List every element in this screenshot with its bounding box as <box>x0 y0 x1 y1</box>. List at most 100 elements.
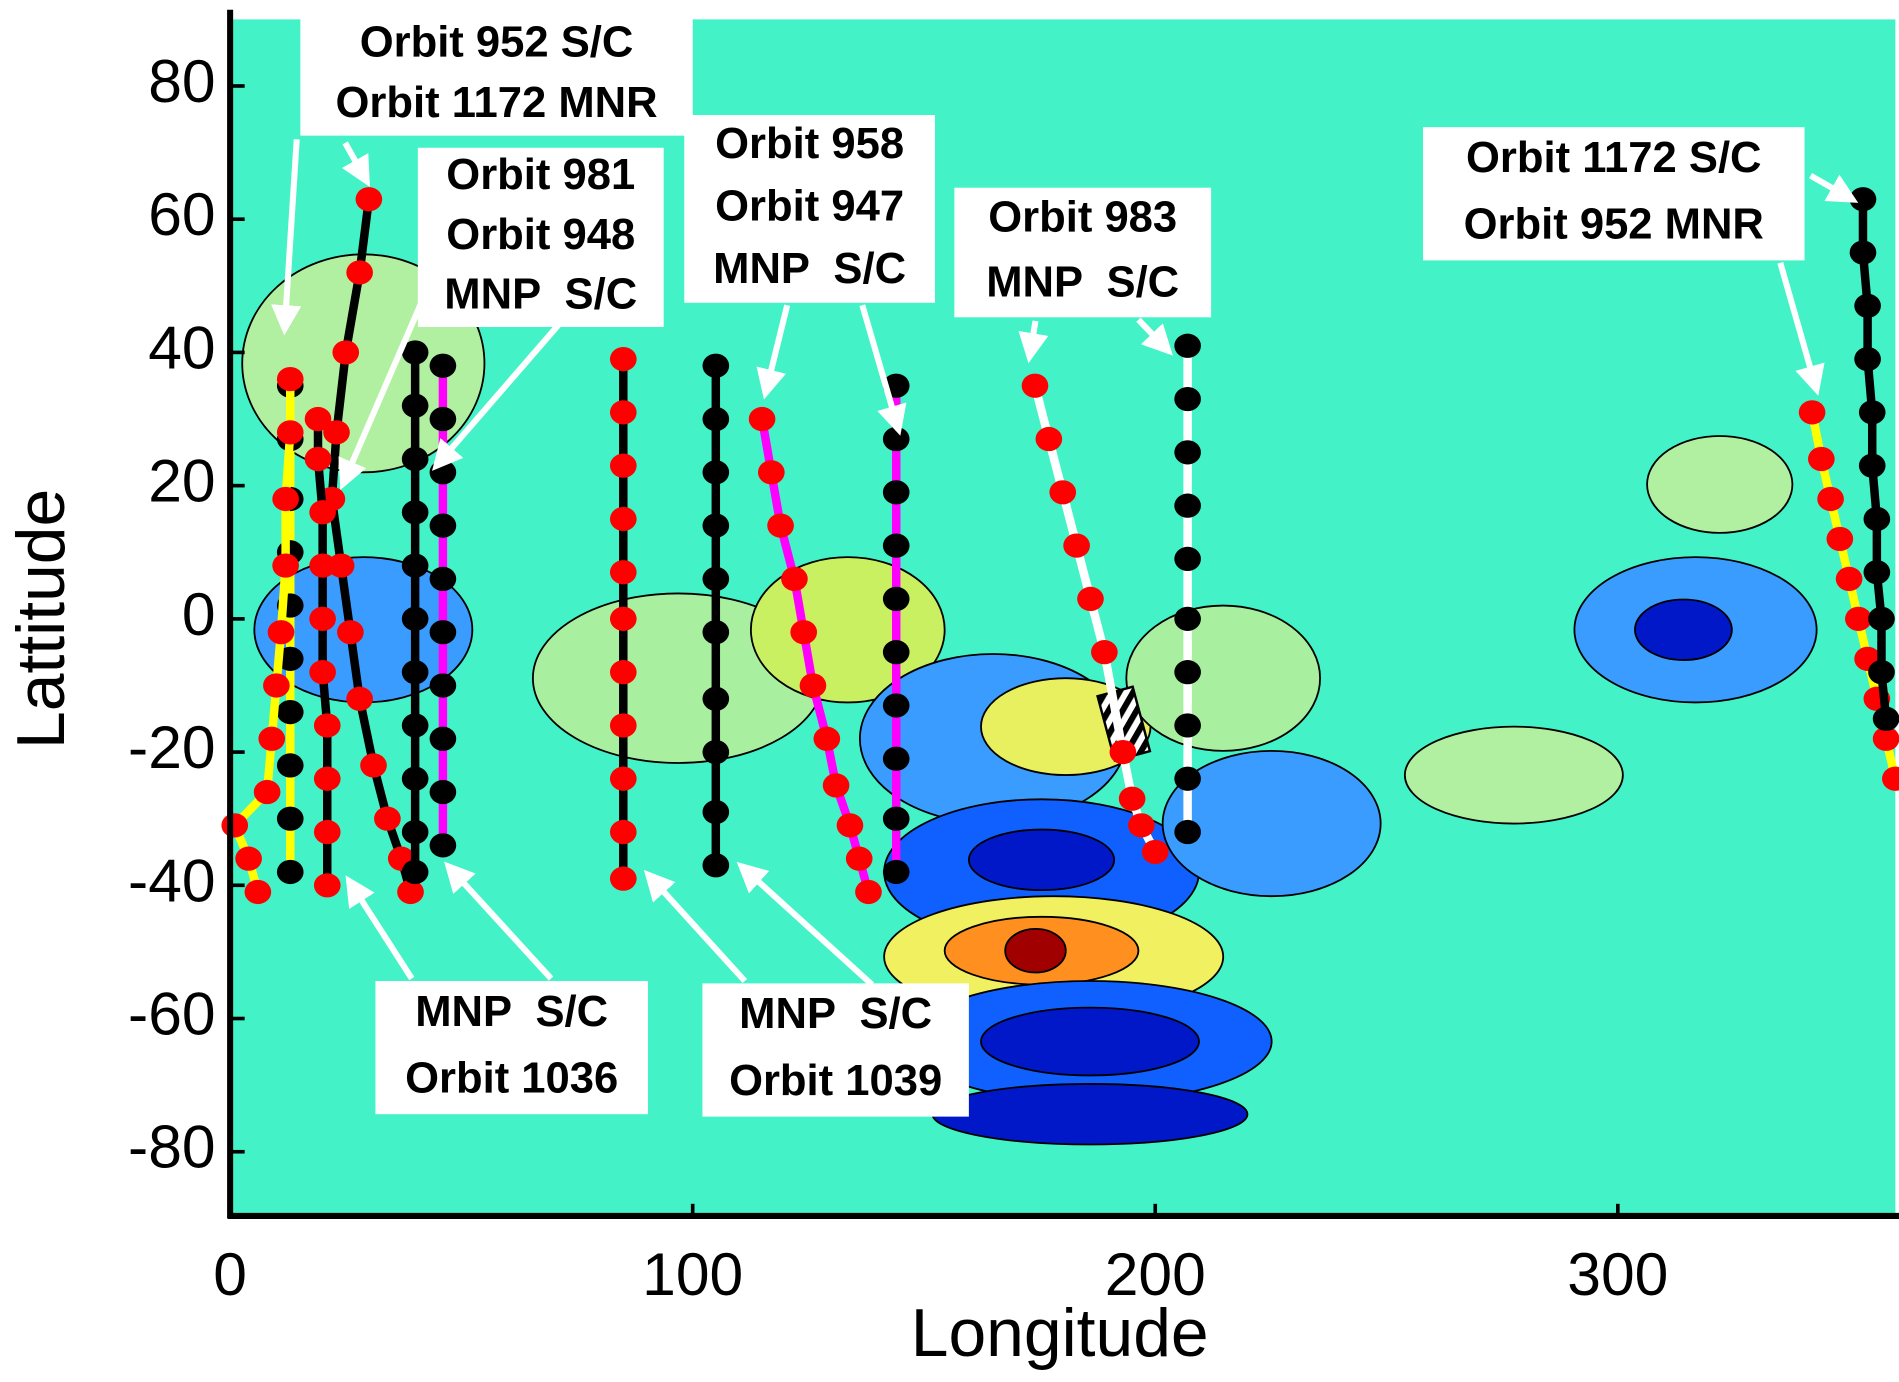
track-point <box>1849 240 1877 265</box>
track-point <box>401 340 429 365</box>
track-point <box>1849 187 1877 212</box>
track-point <box>401 859 429 885</box>
y-tick-label: -20 <box>128 713 216 781</box>
y-tick-label: 20 <box>148 447 215 515</box>
track-point <box>276 420 304 445</box>
track-point <box>276 859 304 885</box>
annotation-box <box>417 147 664 327</box>
track-point <box>1174 333 1201 358</box>
track-point <box>346 260 373 285</box>
track-point <box>1091 640 1118 665</box>
track-point <box>1109 739 1137 765</box>
annotation-text: Orbit 952 S/C <box>360 18 634 66</box>
track-point <box>309 606 336 631</box>
track-point <box>799 673 827 698</box>
annotation-text: Orbit 947 <box>715 182 904 230</box>
track-point <box>882 533 910 558</box>
annotation-arrow <box>341 141 370 187</box>
track-point <box>1174 819 1201 845</box>
annotation-text: Orbit 981 <box>446 151 635 199</box>
track-point <box>702 513 730 538</box>
track-point <box>327 553 355 578</box>
track-point <box>748 406 776 432</box>
track-point <box>313 713 341 738</box>
track-point <box>355 187 383 212</box>
track-point <box>309 553 336 578</box>
track-point <box>609 866 637 891</box>
track-point <box>309 660 336 685</box>
track-point <box>609 660 637 685</box>
y-tick-label: 60 <box>148 180 215 248</box>
y-tick-label: 80 <box>148 47 215 115</box>
annotation-text: Orbit 952 MNR <box>1464 201 1764 249</box>
track-point <box>702 460 730 485</box>
track-point <box>882 746 910 771</box>
track-point <box>1872 726 1899 751</box>
track-point <box>609 606 637 631</box>
annotation-arrow <box>736 861 875 987</box>
track-point <box>309 500 336 525</box>
track-point <box>253 779 281 805</box>
annotation-box <box>300 14 693 136</box>
track-point <box>332 340 360 365</box>
track-point <box>702 353 730 378</box>
track-point <box>790 620 818 645</box>
track-point <box>263 673 290 698</box>
annotation-text: Orbit 1172 MNR <box>336 79 658 127</box>
track-point <box>313 819 341 845</box>
track-point <box>244 879 272 905</box>
track-point <box>813 726 841 751</box>
track-point <box>1854 346 1881 372</box>
track-point <box>360 753 387 778</box>
annotation-text: Orbit 1039 <box>729 1057 942 1105</box>
track-point <box>429 513 457 538</box>
track-point <box>781 566 808 592</box>
annotation-arrow <box>444 861 554 981</box>
annotation-box <box>375 980 648 1115</box>
track-point <box>1118 786 1146 811</box>
track-point <box>882 806 910 831</box>
annotation-text: Orbit 948 <box>446 211 635 259</box>
x-tick-label: 100 <box>642 1240 743 1308</box>
track-point <box>267 620 295 645</box>
track-point <box>882 640 910 665</box>
annotation-text: MNP S/C <box>986 258 1179 306</box>
track-point <box>882 859 910 885</box>
annotation-box <box>684 115 935 303</box>
track-point <box>1863 506 1891 532</box>
track-point <box>609 766 637 791</box>
annotation-arrow <box>756 304 791 400</box>
track-point <box>401 766 429 791</box>
y-tick-label: 0 <box>182 580 216 648</box>
track-point <box>313 873 341 898</box>
annotation-text: MNP S/C <box>415 988 608 1036</box>
track-point <box>429 353 457 378</box>
annotation-arrow <box>1777 261 1825 396</box>
track-point <box>1174 606 1201 631</box>
annotation-text: MNP S/C <box>739 990 932 1038</box>
track-point <box>702 799 730 825</box>
track-point <box>1863 560 1891 585</box>
track-line <box>1030 384 1160 854</box>
annotation-arrow <box>432 310 572 471</box>
track-point <box>836 813 864 838</box>
annotation-arrow <box>859 304 907 436</box>
y-tick-label: 40 <box>148 313 215 381</box>
track-point <box>276 753 304 778</box>
track-point <box>429 406 457 432</box>
annotation-arrow <box>271 139 302 336</box>
track-point <box>276 700 304 725</box>
track-point <box>1826 526 1854 552</box>
track-point <box>702 739 730 765</box>
annotation-text: MNP S/C <box>713 245 906 293</box>
track-point <box>882 586 910 611</box>
track-point <box>337 620 364 645</box>
track-point <box>429 833 457 858</box>
track-point <box>757 460 785 485</box>
track-line <box>313 419 332 886</box>
annotation-arrow <box>643 869 748 984</box>
track-point <box>1882 766 1899 791</box>
track-point <box>1174 766 1201 791</box>
track-point <box>276 646 304 671</box>
